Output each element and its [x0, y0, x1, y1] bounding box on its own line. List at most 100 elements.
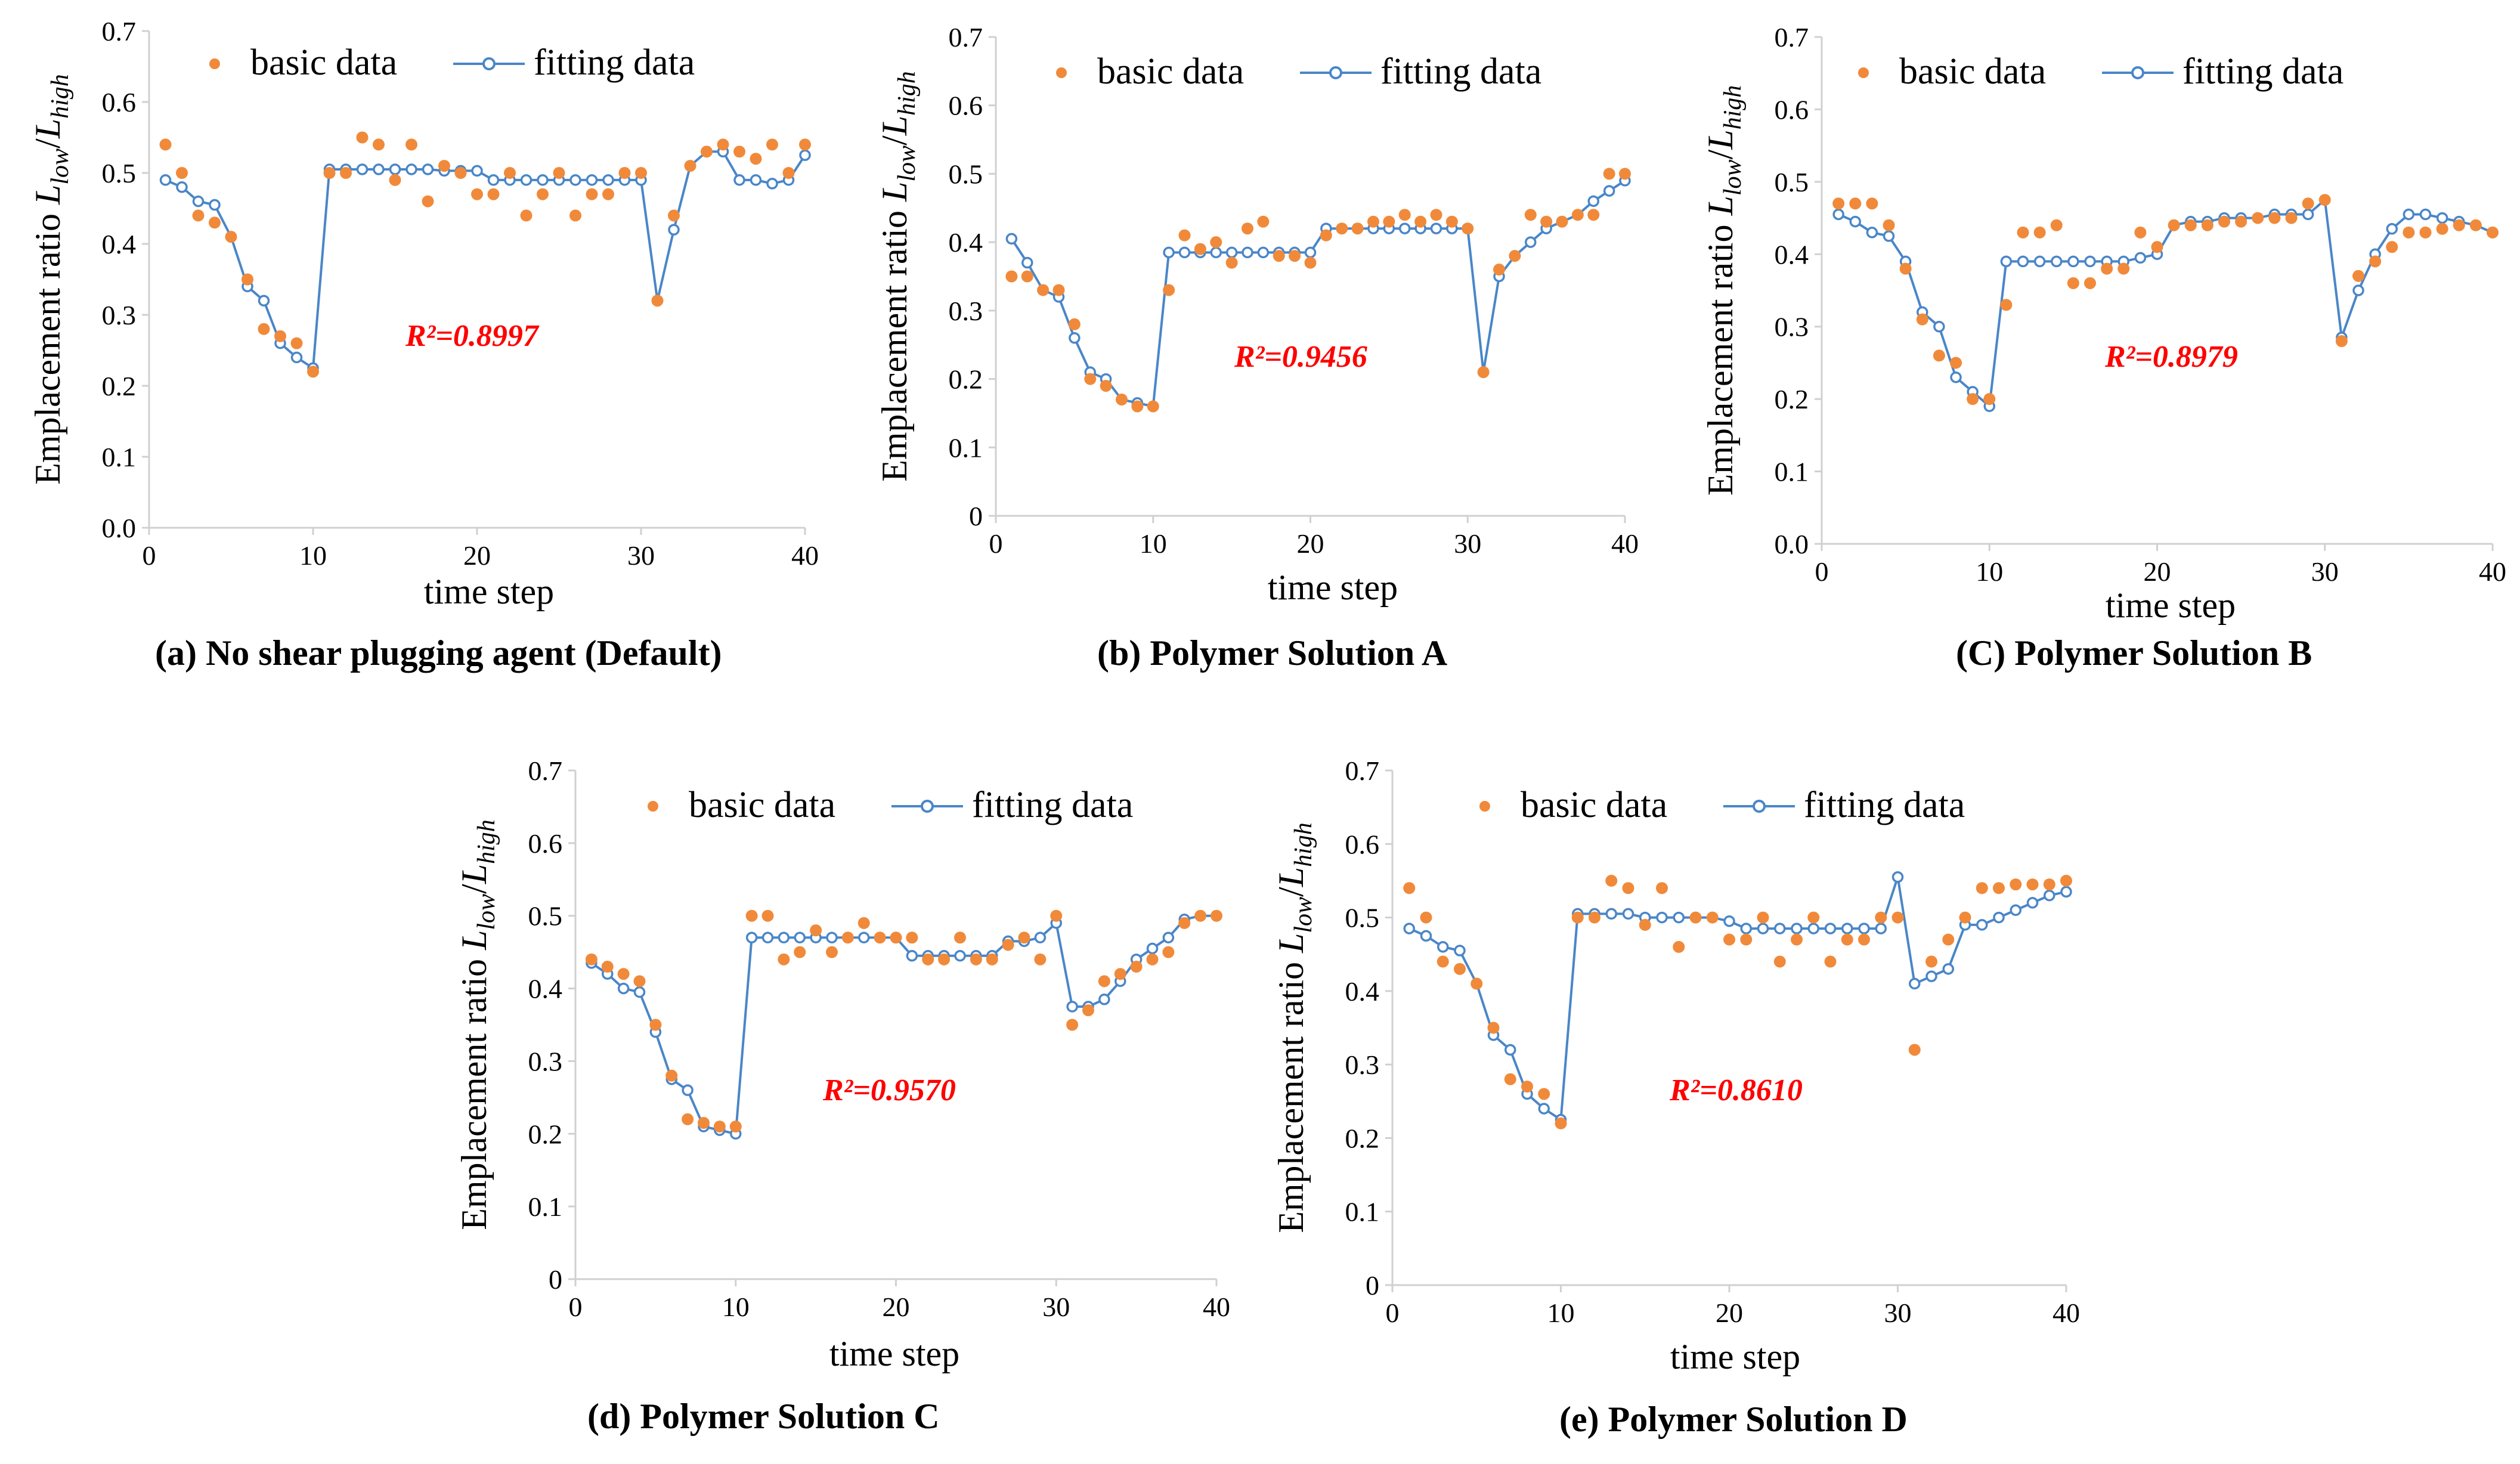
basic-data-point: [1723, 933, 1735, 946]
y-tick-label: 0: [969, 501, 983, 531]
y-tick-label: 0.6: [102, 87, 137, 117]
fitting-data-point: [1005, 233, 1018, 245]
fitting-data-point: [761, 931, 774, 944]
basic-data-point: [601, 961, 614, 973]
fitting-data-point: [1420, 930, 1432, 942]
x-axis-title: time step: [1268, 568, 1398, 607]
y-tick-label: 0.1: [1345, 1197, 1380, 1227]
basic-data-point: [2117, 262, 2130, 275]
basic-data-point: [1619, 168, 1631, 180]
fitting-data-point: [1399, 222, 1411, 234]
x-tick-label: 20: [1297, 528, 1324, 559]
panel-caption: (b) Polymer Solution A: [1097, 633, 1447, 673]
basic-data-point: [1210, 236, 1222, 249]
r-squared-label: R²=0.8979: [2104, 340, 2238, 374]
basic-data-point: [826, 946, 838, 958]
basic-data-point: [651, 295, 664, 307]
fitting-data-point: [1993, 911, 2005, 924]
basic-data-point: [1841, 933, 1853, 946]
basic-data-point: [258, 323, 270, 335]
fitting-data-point: [258, 295, 270, 307]
fitting-data-point: [2017, 255, 2029, 268]
basic-data-point: [938, 953, 951, 965]
y-tick-label: 0.5: [102, 158, 137, 188]
basic-data-point: [1524, 209, 1537, 221]
basic-data-point: [602, 188, 614, 200]
basic-data-point: [2352, 270, 2364, 282]
basic-data-point: [1116, 393, 1128, 406]
fitting-data-point: [2084, 255, 2096, 268]
x-tick-label: 40: [2479, 556, 2506, 587]
y-tick-label: 0.2: [949, 364, 983, 395]
y-tick-label: 0.5: [949, 159, 983, 189]
basic-data-point: [1066, 1019, 1079, 1031]
legend-marker-basic: [1858, 67, 1869, 78]
basic-data-point: [471, 188, 483, 200]
basic-data-point: [1034, 953, 1047, 965]
legend-label-fitting: fitting data: [2182, 51, 2343, 92]
fitting-data-point: [1723, 915, 1735, 927]
x-tick-label: 10: [299, 540, 327, 571]
basic-data-point: [1430, 209, 1442, 221]
fitting-data-point: [405, 163, 417, 175]
basic-data-point: [1052, 284, 1065, 296]
basic-data-point: [1883, 219, 1895, 231]
basic-data-point: [1351, 222, 1364, 235]
fitting-data-point: [1622, 908, 1634, 920]
fitting-data-point: [1098, 993, 1110, 1005]
basic-data-point: [1538, 1088, 1550, 1100]
fitting-data-point: [954, 949, 966, 962]
chart-panel-1: 0.0 0.1 0.2 0.3 0.4 0.5 0.6 0.7 0 10 20 30 40 time st…: [28, 16, 819, 673]
basic-data-point: [274, 330, 286, 342]
basic-data-point: [1462, 222, 1474, 235]
y-tick-label: 0.6: [1345, 829, 1380, 859]
legend-marker-fitting: [1329, 66, 1342, 79]
basic-data-point: [2050, 219, 2063, 231]
basic-data-point: [1605, 874, 1618, 887]
basic-data-point: [1100, 380, 1112, 392]
fitting-data-point: [209, 199, 221, 211]
basic-data-point: [1656, 882, 1668, 895]
basic-data-point: [1084, 373, 1097, 385]
fitting-data-point: [1225, 246, 1238, 259]
basic-data-point: [970, 953, 982, 965]
y-tick-label: 0.6: [528, 828, 563, 859]
y-tick-label: 0.2: [528, 1119, 563, 1149]
basic-data-point: [1832, 197, 1845, 210]
basic-data-point: [713, 1121, 726, 1133]
fitting-data-point: [1841, 923, 1853, 934]
basic-data-point: [192, 209, 205, 222]
basic-data-point: [635, 167, 647, 179]
basic-data-point: [1942, 933, 1955, 946]
fitting-data-point: [2134, 252, 2147, 264]
basic-data-point: [2033, 226, 2046, 239]
x-tick-label: 30: [2311, 556, 2339, 587]
y-tick-label: 0.5: [1345, 903, 1380, 933]
fitting-data-point: [1304, 246, 1317, 259]
basic-data-point: [389, 174, 401, 186]
basic-data-point: [1603, 168, 1615, 180]
fitting-data-point: [682, 1084, 694, 1096]
chart-panel-3: 0.0 0.1 0.2 0.3 0.4 0.5 0.6 0.7 0 10 20 30 40 time st…: [1701, 22, 2506, 673]
fitting-data-point: [1021, 256, 1033, 269]
fitting-data-point: [2403, 208, 2415, 221]
basic-data-point: [290, 337, 303, 349]
basic-data-point: [1589, 911, 1600, 924]
fitting-data-point: [1034, 931, 1047, 944]
basic-data-point: [176, 167, 188, 179]
legend-marker-basic: [648, 801, 658, 812]
basic-data-point: [1336, 222, 1348, 235]
basic-data-point: [438, 160, 450, 172]
basic-data-point: [633, 975, 646, 988]
basic-data-point: [553, 167, 565, 179]
fitting-data-point: [290, 351, 303, 364]
fitting-data-point: [2026, 897, 2039, 909]
basic-data-point: [2060, 874, 2072, 887]
x-tick-label: 0: [569, 1292, 583, 1322]
fitting-data-point: [1858, 923, 1870, 934]
basic-data-point: [2386, 241, 2398, 253]
basic-data-point: [2235, 215, 2247, 228]
basic-data-point: [356, 131, 369, 144]
basic-data-point: [1509, 250, 1521, 262]
y-axis-title: Emplacement ratio Llow/Lhigh: [875, 71, 921, 482]
